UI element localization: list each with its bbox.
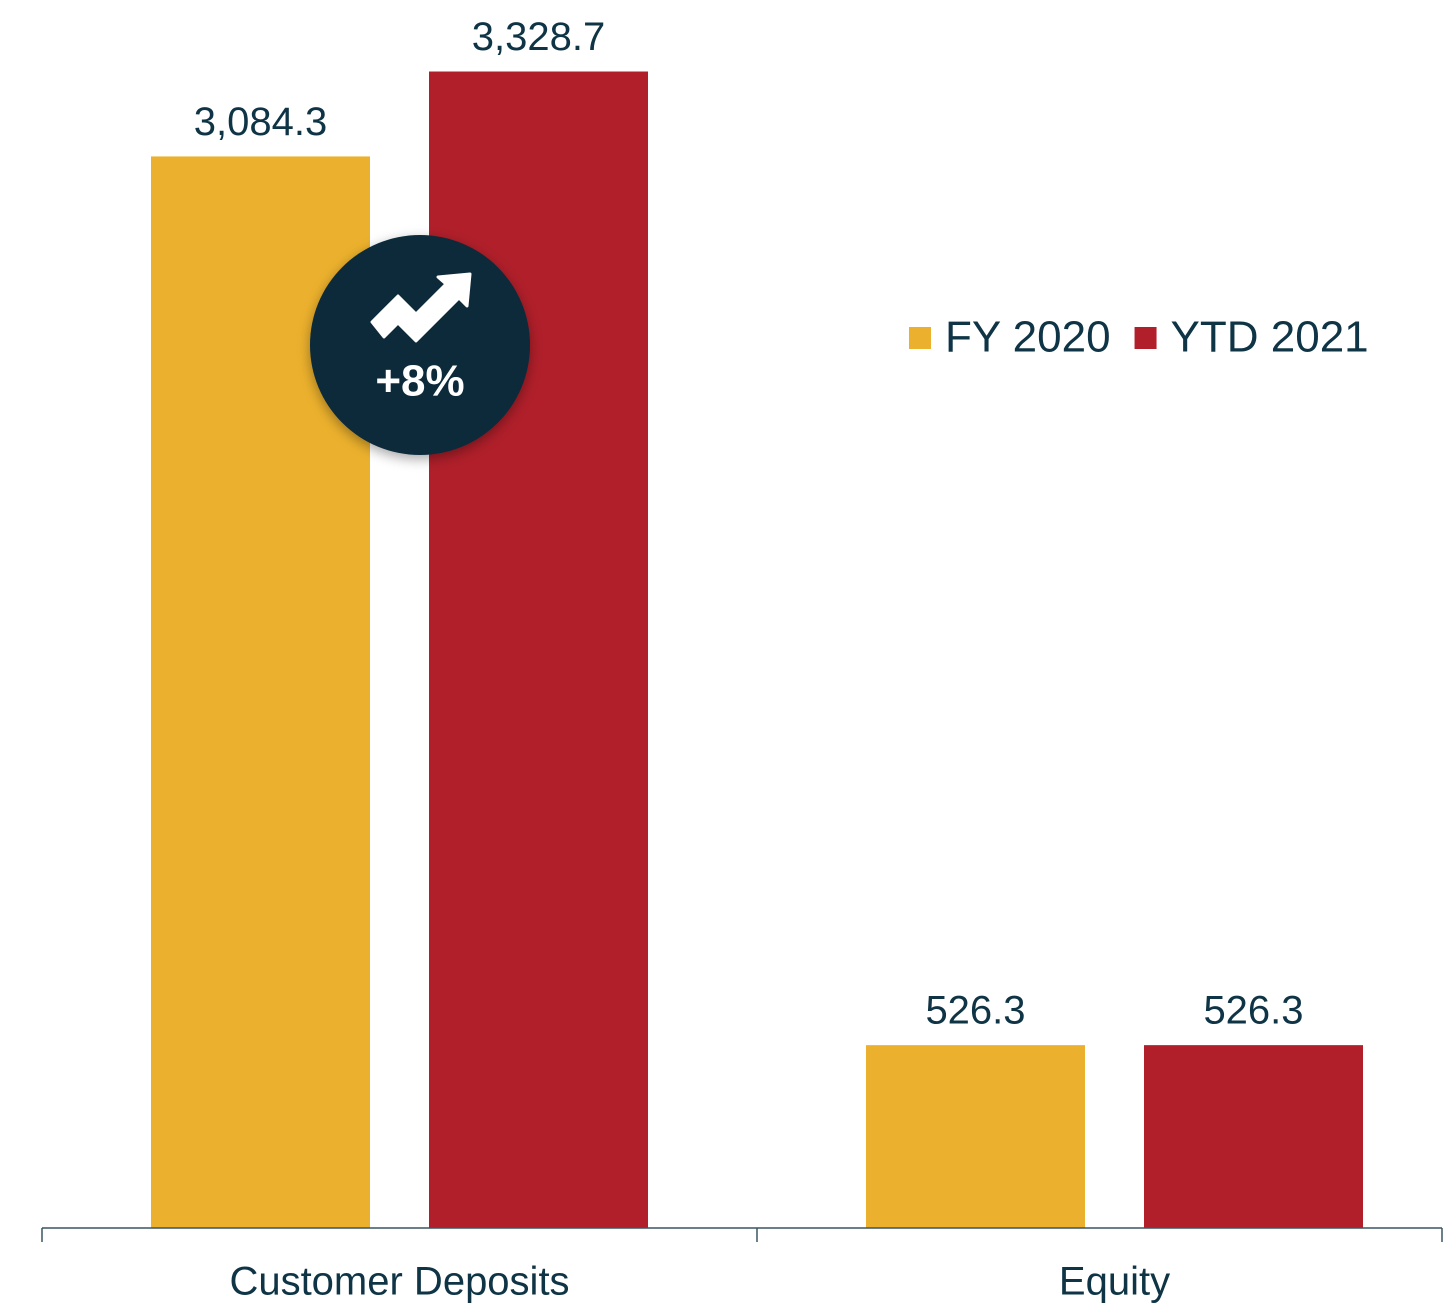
badge-circle (310, 235, 530, 455)
legend-label: FY 2020 (945, 313, 1111, 362)
x-axis (41, 1227, 1443, 1242)
badge-label: +8% (375, 357, 464, 406)
value-label: 526.3 (1203, 989, 1303, 1033)
value-label: 3,328.7 (472, 15, 605, 59)
legend-swatch (909, 327, 931, 349)
trend-icon (370, 272, 472, 343)
legend-label: YTD 2021 (1171, 313, 1369, 362)
x-tick-label: Equity (1059, 1260, 1170, 1304)
growth-badge: +8% (310, 235, 530, 455)
legend-swatch (1134, 327, 1157, 349)
bar (866, 1045, 1085, 1228)
value-label: 3,084.3 (194, 100, 327, 144)
bar (1144, 1045, 1363, 1228)
value-label: 526.3 (925, 989, 1025, 1033)
x-tick-label: Customer Deposits (229, 1260, 569, 1304)
